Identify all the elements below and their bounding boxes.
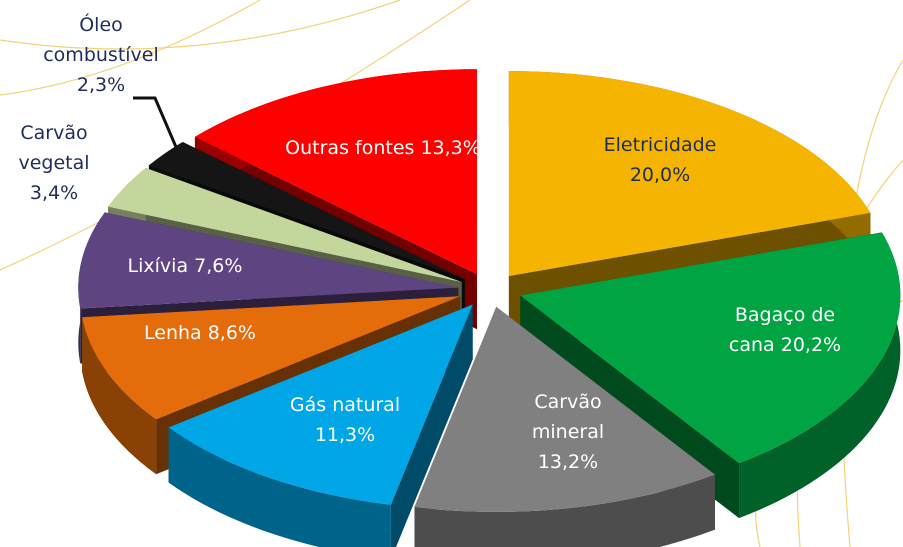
value-label: 13,2%	[537, 451, 599, 473]
slice-side	[82, 317, 157, 475]
slice-side	[414, 474, 715, 547]
pie-slice	[168, 304, 473, 505]
pie-slice	[82, 296, 461, 420]
pie-slice	[414, 306, 715, 512]
pie-slice	[520, 232, 901, 464]
pie-slice	[78, 212, 459, 309]
value-label: 2,3%	[76, 74, 126, 96]
pie-slice	[194, 69, 478, 275]
value-label: 13,3%	[420, 137, 481, 159]
value-label: 20,0%	[629, 164, 691, 186]
category-name: Gás natural	[289, 394, 401, 416]
category-name: Carvão mineral	[531, 391, 605, 443]
category-name: Carvão vegetal	[18, 122, 90, 174]
value-label: 7,6%	[194, 255, 243, 277]
value-label: 3,4%	[29, 182, 79, 204]
value-label: 11,3%	[314, 424, 376, 446]
slice-label: Óleo combustível 2,3%	[26, 10, 176, 100]
pie-slice	[148, 142, 465, 280]
value-label: 20,2%	[780, 334, 842, 356]
slice-label: Bagaço de cana 20,2%	[710, 300, 860, 360]
slice-side	[739, 232, 901, 519]
pie-slice	[508, 71, 871, 277]
slice-label: Eletricidade 20,0%	[575, 130, 745, 190]
slice-label: Lenha 8,6%	[100, 318, 300, 348]
slice-label: Lixívia 7,6%	[85, 251, 285, 281]
slice-label: Carvão vegetal 3,4%	[9, 118, 99, 208]
category-name: Lixívia	[127, 255, 189, 277]
slice-side	[168, 427, 391, 547]
category-name: Bagaço de cana	[728, 304, 836, 356]
pie-slice	[108, 167, 462, 282]
category-name: Lenha	[144, 322, 202, 344]
category-name: Outras fontes	[285, 137, 415, 159]
category-name: Eletricidade	[603, 134, 717, 156]
category-name: Óleo combustível	[43, 14, 159, 66]
value-label: 8,6%	[207, 322, 256, 344]
slice-label: Outras fontes 13,3%	[283, 133, 483, 163]
slice-label: Gás natural 11,3%	[270, 390, 420, 450]
slice-label: Carvão mineral 13,2%	[513, 387, 623, 477]
leader-line	[133, 96, 187, 169]
